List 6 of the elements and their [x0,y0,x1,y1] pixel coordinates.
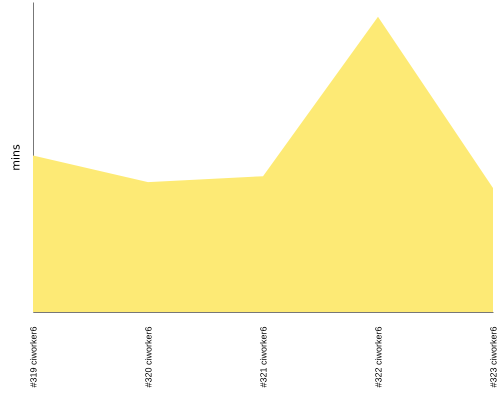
x-tick-label: #319 ciworker6 [28,326,38,388]
x-tick-label: #322 ciworker6 [374,326,384,388]
x-tick-label: #323 ciworker6 [488,326,498,388]
x-tick-label: #320 ciworker6 [144,326,154,388]
y-axis-title: mins [10,144,22,171]
x-tick-label: #321 ciworker6 [258,326,268,388]
